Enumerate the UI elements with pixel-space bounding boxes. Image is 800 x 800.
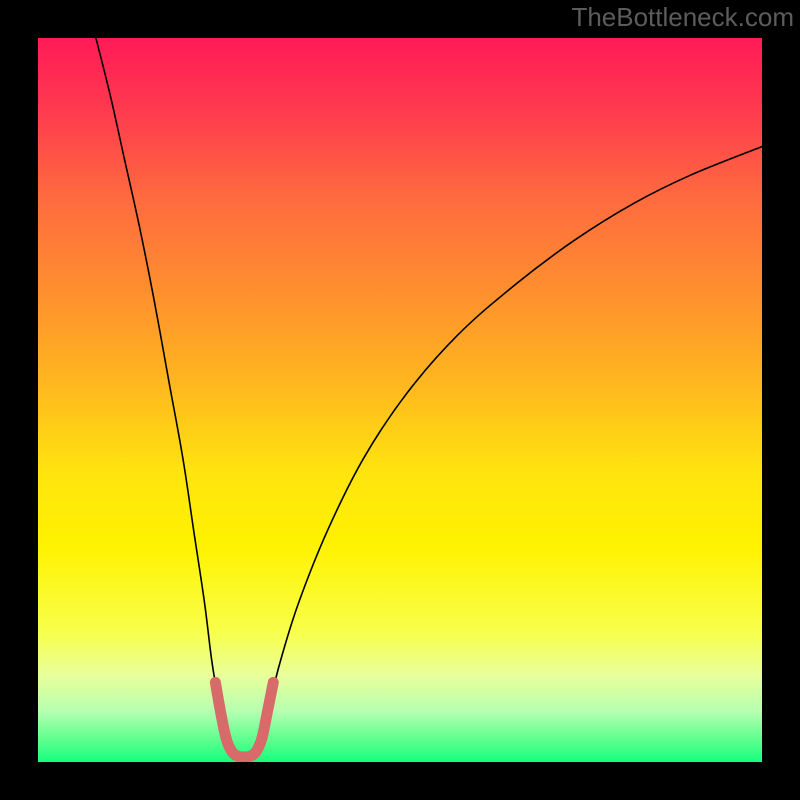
watermark-text: TheBottleneck.com (571, 2, 794, 33)
chart-container: { "canvas": { "width": 800, "height": 80… (0, 0, 800, 800)
curve-right-branch (259, 147, 762, 751)
curve-left-branch (96, 38, 230, 750)
chart-curves-svg (38, 38, 762, 762)
plot-area (38, 38, 762, 762)
valley-marker (215, 682, 273, 757)
